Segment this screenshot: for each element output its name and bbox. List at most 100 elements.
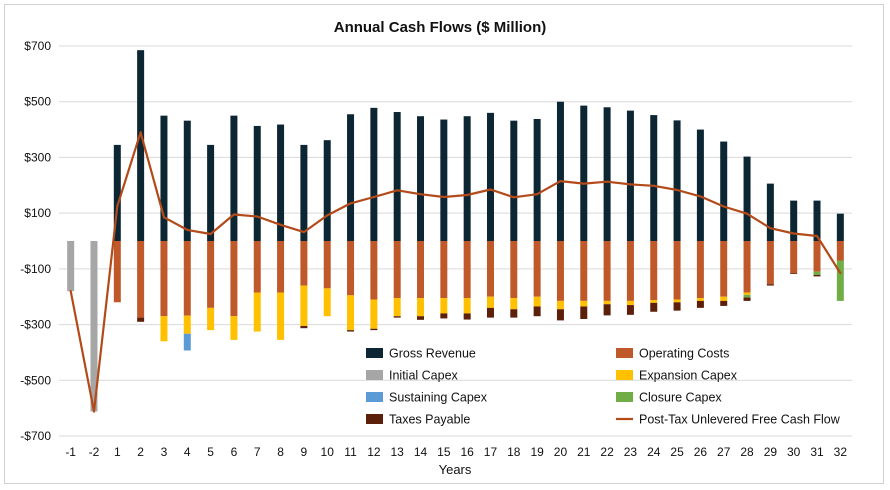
bar-expansion-capex-5 [207,307,215,331]
bar-taxes-payable-28 [743,297,751,301]
legend-label: Post-Tax Unlevered Free Cash Flow [639,413,841,427]
legend-swatch [366,348,383,358]
bar-expansion-capex-12 [370,299,378,329]
bar-gross-revenue-32 [836,213,844,241]
x-tick-label: 5 [207,445,214,459]
x-tick-label: 11 [344,445,357,459]
bar-gross-revenue-1 [113,144,121,241]
bar-sustaining-capex-4 [183,333,191,351]
bar-expansion-capex-21 [580,300,588,307]
bar-gross-revenue-28 [743,156,751,241]
bar-gross-revenue-9 [300,144,308,241]
fcf-point-14 [419,193,422,196]
bar-expansion-capex-3 [160,316,168,342]
bar-taxes-payable-14 [417,316,425,320]
legend: Gross Revenue Operating Costs Initial Cape… [366,347,841,427]
fcf-point-4 [186,228,189,231]
x-tick-label: 19 [530,445,544,459]
bar-operating-costs-30 [790,241,798,274]
bar-expansion-capex-6 [230,316,238,340]
x-tick-label: 23 [624,445,638,459]
bar-taxes-payable-13 [393,316,401,318]
x-tick-label: 18 [507,445,521,459]
legend-swatch [616,348,633,358]
bar-operating-costs-23 [626,241,634,301]
x-tick-label: 25 [670,445,684,459]
x-tick-label: 32 [834,445,848,459]
bar-gross-revenue-30 [790,200,798,241]
bar-gross-revenue-17 [486,112,494,241]
bar-operating-costs-28 [743,241,751,293]
bar-operating-costs-2 [137,241,145,318]
bar-expansion-capex-15 [440,298,448,314]
bar-gross-revenue-7 [253,125,261,241]
x-tick-label: 6 [231,445,238,459]
bar-expansion-capex-27 [720,296,728,301]
fcf-point--2 [92,410,96,413]
bar-gross-revenue-4 [183,120,191,241]
fcf-point-1 [116,205,119,208]
fcf-point-26 [699,195,702,198]
bar-taxes-payable-22 [603,304,611,316]
x-tick-label: 15 [437,445,451,459]
x-tick-label: 30 [787,445,801,459]
bar-taxes-payable-11 [347,330,355,332]
bar-gross-revenue-18 [510,120,518,241]
bar-initial-capex--2 [90,241,98,412]
bar-expansion-capex-18 [510,298,518,310]
fcf-line [69,131,842,413]
bar-gross-revenue-3 [160,115,168,241]
bar-taxes-payable-23 [626,305,634,315]
bar-gross-revenue-21 [580,105,588,241]
bar-expansion-capex-16 [463,298,471,314]
bar-taxes-payable-19 [533,306,541,317]
x-tick-label: 21 [577,445,591,459]
bar-expansion-capex-4 [183,315,191,334]
bar-operating-costs-7 [253,241,261,293]
fcf-point-25 [675,188,679,192]
bar-gross-revenue-26 [696,129,704,241]
x-tick-label: 29 [764,445,778,459]
gridlines [59,45,852,437]
x-tick-label: 16 [460,445,474,459]
y-tick-label: -$700 [20,429,51,443]
bar-operating-costs-27 [720,241,728,297]
bar-gross-revenue-29 [766,183,774,241]
bar-expansion-capex-17 [486,296,494,308]
bar-operating-costs-1 [113,241,121,303]
fcf-point-12 [372,195,375,199]
fcf-point-19 [536,193,539,196]
bar-gross-revenue-8 [277,124,285,241]
fcf-point-18 [512,196,515,199]
bar-expansion-capex-26 [696,298,704,301]
bar-taxes-payable-24 [650,302,658,312]
bar-operating-costs-26 [696,241,704,299]
bar-gross-revenue-31 [813,200,821,241]
bar-operating-costs-14 [417,241,425,299]
bar-operating-costs-22 [603,241,611,301]
bar-operating-costs-12 [370,241,378,300]
legend-label: Initial Capex [389,369,459,383]
bar-gross-revenue-24 [650,115,658,241]
bar-taxes-payable-30 [790,273,798,274]
fcf-point-16 [466,193,469,197]
bar-taxes-payable-31 [813,274,821,277]
bar-taxes-payable-2 [137,317,145,322]
bar-operating-costs-24 [650,241,658,301]
x-tick-label: 31 [810,445,824,459]
fcf-point-9 [302,230,305,234]
bar-operating-costs-13 [393,241,401,299]
fcf-point-27 [722,205,725,208]
fcf-point-22 [606,180,609,183]
fcf-point-8 [279,223,282,226]
fcf-point-20 [559,180,562,183]
y-axis-ticks: -$700 -$500 -$300 -$100 $100 $300 $500 $700 [20,39,51,443]
bar-taxes-payable-9 [300,325,308,329]
fcf-point-28 [745,212,749,215]
x-tick-label: 1 [114,445,121,459]
bar-operating-costs-4 [183,241,191,316]
x-tick-label: 8 [277,445,284,459]
fcf-point-5 [209,232,212,236]
x-axis-ticks: -1 -2 1 2 3 4 5 6 7 8 9 10 11 12 13 14 15 16 17 18 19 20 21 22 2… [65,445,847,459]
bar-gross-revenue-10 [323,140,331,241]
